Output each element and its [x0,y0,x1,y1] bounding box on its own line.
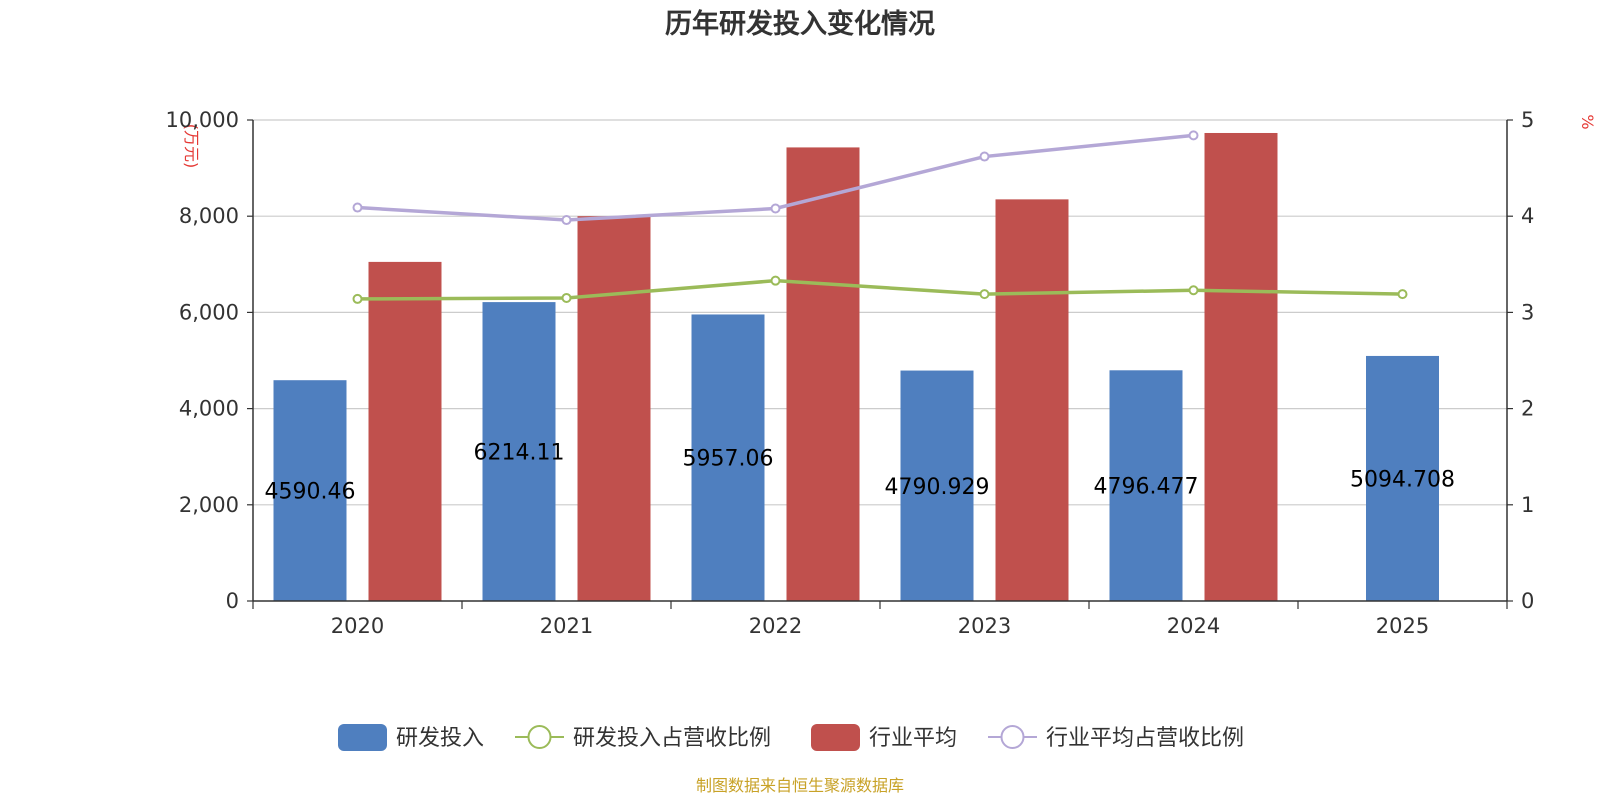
data-labels: 4590.46 6214.11 5957.06 4790.929 4796.477 509… [265,441,1455,505]
bar [1204,132,1278,601]
legend-label: 研发投入占营收比例 [573,726,771,751]
right-axis-tick-label: 3 [1521,300,1534,324]
series-point [1188,285,1199,296]
bar [1109,370,1183,601]
source-note: 制图数据来自恒生聚源数据库 [696,776,904,795]
bar [273,380,347,601]
bar [995,199,1069,602]
left-axis-tick-label: 8,000 [179,204,239,228]
series-point [770,203,781,214]
legend-label: 研发投入 [396,726,484,751]
x-axis-tick-label: 2020 [331,614,384,638]
legend: 研发投入 研发投入占营收比例 行业平均 行业平均占营收比例 [338,724,1244,751]
legend-bar-swatch [811,724,860,751]
legend-label: 行业平均占营收比例 [1046,726,1244,751]
series-point [1397,289,1408,300]
series-point [979,289,990,300]
left-axis-tick-label: 2,000 [179,493,239,517]
right-axis-tick-label: 4 [1521,204,1534,228]
right-axis-tick-label: 1 [1521,493,1534,517]
right-axis-tick-label: 5 [1521,108,1534,132]
series-point [352,293,363,304]
series-point [352,202,363,213]
x-axis-tick-label: 2024 [1167,614,1220,638]
bar [482,302,556,601]
bar-value-label: 4590.46 [265,480,356,505]
grid-lines [253,119,1507,506]
bar [577,216,651,601]
x-axis-tick-label: 2023 [958,614,1011,638]
legend-line-marker [527,725,552,749]
bar-value-label: 5957.06 [683,447,774,472]
bars [273,132,1439,602]
x-axis-tick-label: 2022 [749,614,802,638]
legend-label: 行业平均 [869,726,957,751]
bar-value-label: 6214.11 [474,441,565,466]
series-point [561,215,572,226]
bar-value-label: 4790.929 [885,475,990,500]
bar-value-label: 5094.708 [1350,467,1455,492]
x-axis-tick-label: 2021 [540,614,593,638]
series-point [979,151,990,162]
series-point [770,275,781,286]
bar-value-label: 4796.477 [1094,475,1199,500]
bar [786,147,860,602]
axes: 0 2,000 4,000 6,000 8,000 10,000 0 1 2 3 4 5 2020 202… [166,108,1535,638]
legend-bar-swatch [338,724,387,751]
bar [691,314,765,601]
chart-title: 历年研发投入变化情况 [665,8,935,40]
left-axis-unit: (万元) [182,124,201,169]
left-axis-tick-label: 0 [226,589,239,613]
legend-line-marker [1000,725,1025,749]
bar [368,261,442,601]
series-point [561,292,572,303]
left-axis-tick-label: 6,000 [179,300,239,324]
left-axis-tick-label: 10,000 [166,108,239,132]
bar [1366,355,1439,601]
right-axis-tick-label: 0 [1521,589,1534,613]
right-axis-tick-label: 2 [1521,397,1534,421]
bar [900,370,974,601]
series-line [357,278,1403,301]
right-axis-unit: % [1578,114,1597,129]
left-axis-tick-label: 4,000 [179,397,239,421]
series-lines [352,130,1408,304]
x-axis-tick-label: 2025 [1376,614,1429,638]
series-point [1188,130,1199,141]
